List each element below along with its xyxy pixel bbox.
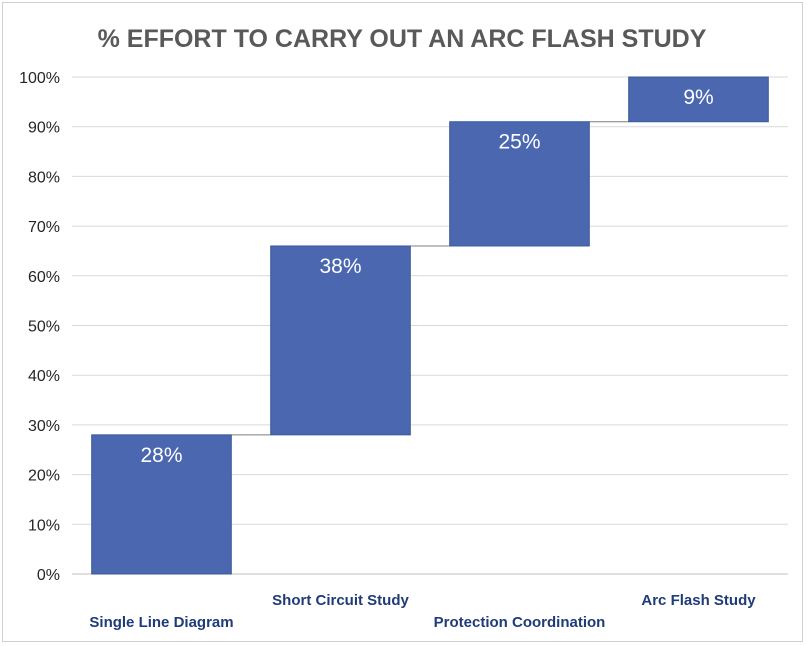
bar xyxy=(270,245,411,436)
x-axis-category-labels: Single Line Diagram Short Circuit Study Pr… xyxy=(89,592,756,631)
y-tick-label: 50% xyxy=(28,319,60,336)
category-label: Protection Coordination xyxy=(434,614,606,631)
bar xyxy=(91,434,232,575)
category-label: Short Circuit Study xyxy=(272,592,409,609)
data-label: 38% xyxy=(319,255,361,278)
y-tick-label: 80% xyxy=(28,169,60,186)
y-tick-label: 70% xyxy=(28,219,60,236)
category-label: Arc Flash Study xyxy=(641,592,756,609)
connector-lines xyxy=(231,121,629,436)
bars xyxy=(91,76,769,575)
y-tick-label: 60% xyxy=(28,269,60,286)
data-label: 25% xyxy=(498,131,540,154)
y-axis-tick-labels: 0% 10% 20% 30% 40% 50% 60% 70% 80% 90% 100% xyxy=(19,70,60,584)
bar xyxy=(449,121,590,247)
bar xyxy=(628,76,769,123)
data-label: 28% xyxy=(140,444,182,467)
data-labels: 28% 38% 25% 9% xyxy=(140,86,713,467)
data-label: 9% xyxy=(683,86,713,109)
y-tick-label: 100% xyxy=(19,70,60,87)
y-tick-label: 20% xyxy=(28,468,60,485)
category-label: Single Line Diagram xyxy=(89,614,233,631)
chart-title: % EFFORT TO CARRY OUT AN ARC FLASH STUDY xyxy=(98,25,707,53)
y-tick-label: 30% xyxy=(28,418,60,435)
y-tick-label: 0% xyxy=(37,567,60,584)
y-tick-label: 90% xyxy=(28,120,60,137)
y-tick-label: 10% xyxy=(28,517,60,534)
y-tick-label: 40% xyxy=(28,368,60,385)
